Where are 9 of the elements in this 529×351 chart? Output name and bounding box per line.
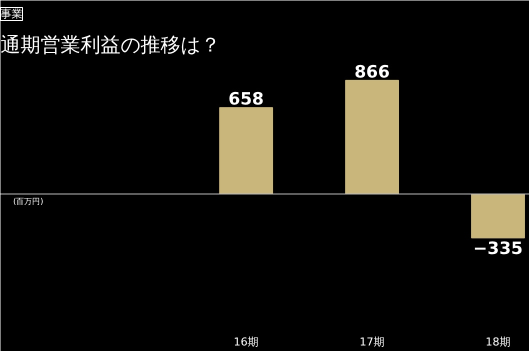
data-label: 658 [228,90,264,110]
x-tick-label: 18期 [486,336,511,348]
chart-title: 通期営業利益の推移は？ [0,32,220,56]
x-tick-label: 17期 [360,336,385,348]
text: 事業 [0,8,22,20]
data-label: −335 [473,238,523,259]
x-tick-label: 16期 [234,336,259,348]
text: (百万円) [13,196,44,206]
data-label: 866 [354,62,390,82]
